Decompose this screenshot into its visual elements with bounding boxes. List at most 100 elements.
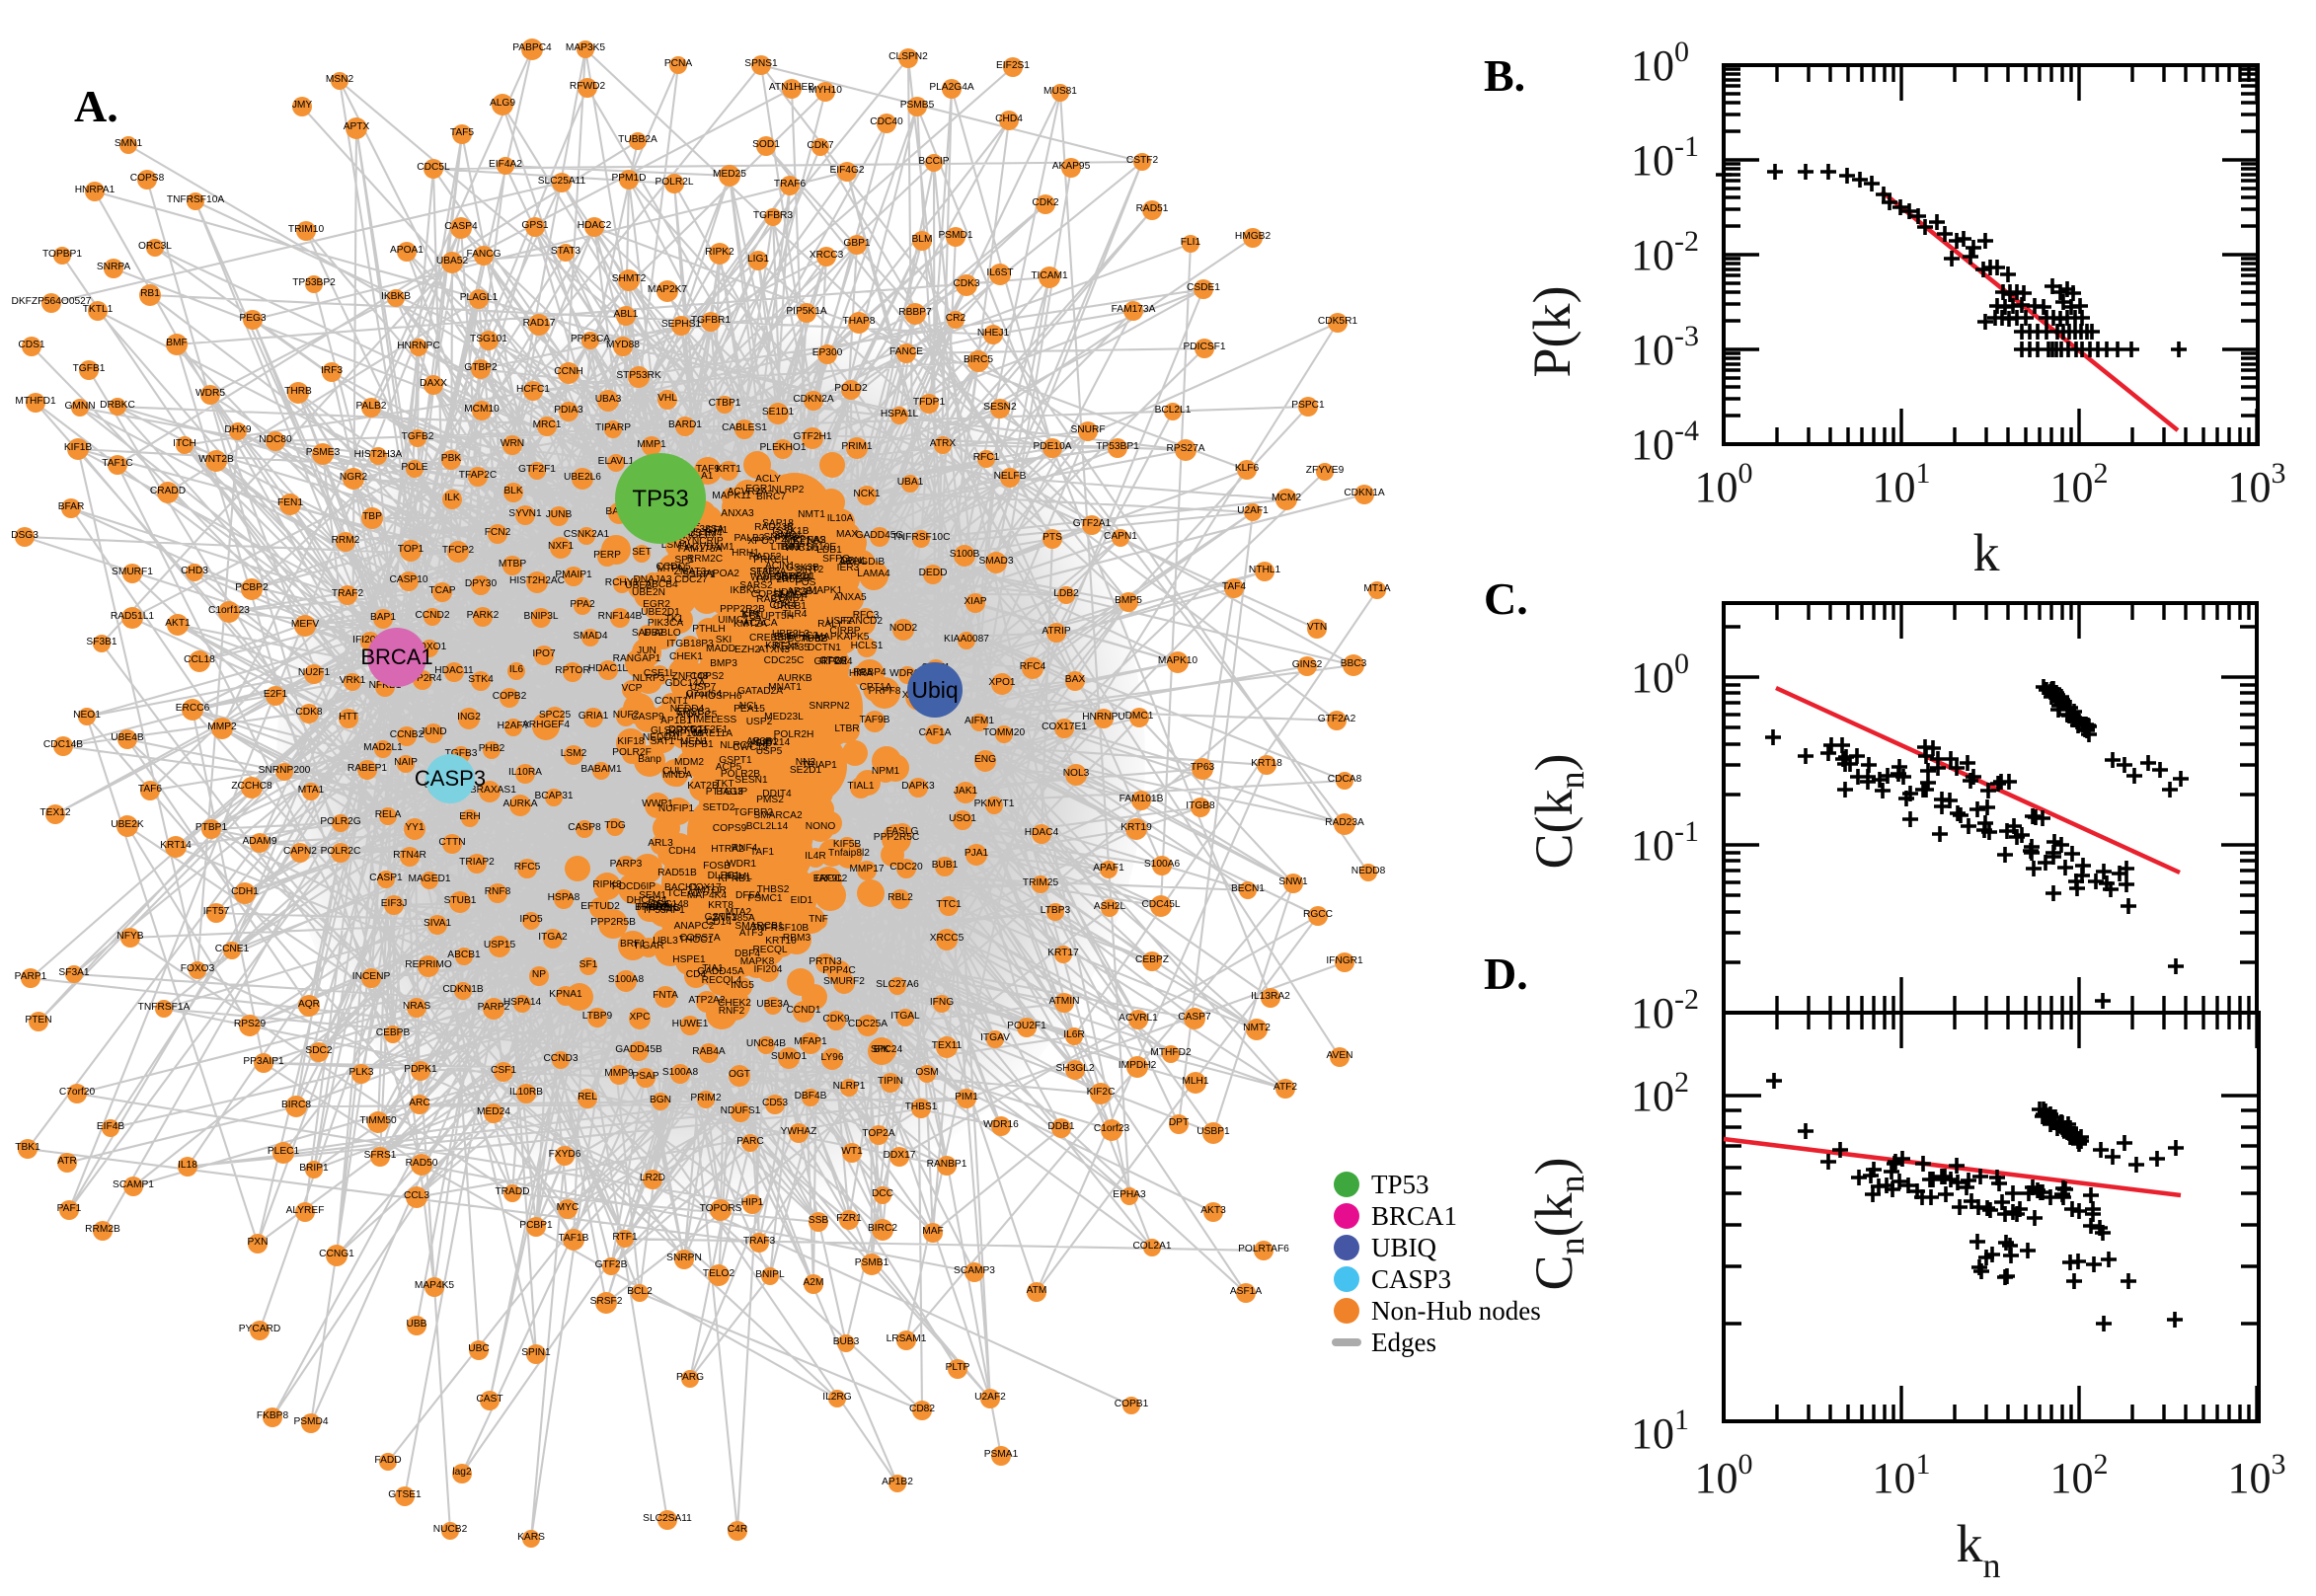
svg-text:UBE3A: UBE3A [756,999,790,1010]
svg-text:IPO7: IPO7 [532,648,556,659]
svg-text:BIRC5: BIRC5 [964,354,993,365]
svg-text:RECQL4: RECQL4 [702,975,742,986]
svg-text:HSPB1: HSPB1 [680,739,714,750]
svg-text:MTHFD2: MTHFD2 [1150,1047,1192,1058]
svg-text:PLEKHO1: PLEKHO1 [760,442,807,453]
svg-text:UIMC1: UIMC1 [718,615,749,626]
svg-text:NEDD4: NEDD4 [670,704,705,715]
svg-text:RAB4A: RAB4A [692,1046,726,1057]
svg-text:DHCR24: DHCR24 [627,895,667,906]
svg-text:ELAVL1: ELAVL1 [598,456,635,467]
svg-text:TP53: TP53 [1371,1170,1429,1199]
svg-text:BLK: BLK [503,486,522,496]
svg-text:DBF4: DBF4 [734,949,760,959]
svg-text:CCL18: CCL18 [184,654,215,665]
svg-text:TGFBR3: TGFBR3 [753,210,794,221]
svg-text:ZNF38SA: ZNF38SA [680,524,725,535]
svg-text:IL10RB: IL10RB [509,1087,543,1098]
svg-text:CCND2: CCND2 [415,610,449,621]
svg-text:PRKCH: PRKCH [753,555,789,566]
svg-text:GTF2A1: GTF2A1 [1073,518,1112,529]
svg-text:SSRP1: SSRP1 [682,570,716,580]
svg-text:OGT: OGT [729,1069,750,1080]
svg-text:BACH1: BACH1 [664,882,698,893]
svg-text:MED25: MED25 [713,169,746,180]
svg-text:GTF2F1: GTF2F1 [518,464,556,475]
svg-text:ITGB8: ITGB8 [1186,800,1215,811]
svg-text:RFC4: RFC4 [1020,661,1046,672]
svg-text:SLC2SA11: SLC2SA11 [643,1513,692,1524]
svg-text:PMAIP1: PMAIP1 [555,570,592,580]
svg-text:MMP9: MMP9 [604,1068,634,1079]
svg-text:ARHGEF7: ARHGEF7 [669,530,717,541]
svg-text:CDKN1A: CDKN1A [1344,488,1385,498]
svg-text:PALB2: PALB2 [356,401,387,412]
svg-text:PBK: PBK [441,453,462,464]
svg-text:TGFBR1: TGFBR1 [691,315,732,326]
svg-text:PTHLH: PTHLH [692,624,725,635]
svg-text:PSMD1: PSMD1 [938,230,972,241]
svg-text:C1orf23: C1orf23 [1094,1123,1130,1134]
svg-text:WDR16: WDR16 [983,1119,1019,1130]
svg-text:NP: NP [532,969,546,980]
svg-text:RAB1A: RAB1A [756,594,790,605]
svg-text:GSK3B: GSK3B [786,563,819,573]
svg-text:NUCB2: NUCB2 [433,1524,468,1535]
svg-text:KPNB1: KPNB1 [718,874,751,884]
svg-text:CDC45L: CDC45L [1141,899,1180,910]
svg-text:FXYD6: FXYD6 [549,1149,581,1160]
svg-text:MAPKAPK5: MAPKAPK5 [815,632,870,643]
svg-text:BAP1: BAP1 [370,612,396,623]
svg-text:CABLES1: CABLES1 [722,422,767,433]
svg-text:TNFRSF10B: TNFRSF10B [751,923,810,934]
svg-text:SNRPA: SNRPA [97,262,131,272]
svg-text:IL6: IL6 [509,664,523,675]
svg-text:ZNF148: ZNF148 [672,671,709,682]
svg-text:TSSK1B: TSSK1B [770,526,809,537]
svg-text:COL2A1: COL2A1 [1132,1241,1171,1252]
svg-text:LR2D: LR2D [640,1173,665,1183]
svg-text:SAT1: SAT1 [651,736,675,747]
svg-text:SFRS1: SFRS1 [364,1150,397,1161]
svg-text:ZNF385A: ZNF385A [712,913,755,924]
svg-text:TRAF2: TRAF2 [332,588,364,599]
svg-text:IPO5: IPO5 [519,914,543,925]
svg-text:Edges: Edges [1371,1328,1436,1357]
svg-text:DEDD: DEDD [919,568,948,578]
svg-text:S100B: S100B [950,549,980,560]
svg-text:HCFC1: HCFC1 [516,384,550,395]
svg-text:DSG3: DSG3 [11,530,39,541]
svg-text:A2M: A2M [804,1277,824,1288]
svg-text:VHL: VHL [657,393,677,404]
svg-text:PARK2: PARK2 [467,610,500,621]
svg-text:C4R: C4R [728,1524,747,1535]
svg-text:UBL3: UBL3 [653,936,678,947]
svg-text:HSPA1L: HSPA1L [881,409,919,419]
svg-text:DFFA: DFFA [735,890,761,901]
svg-text:Cn(kn): Cn(kn) [1524,1158,1591,1291]
svg-text:CAST: CAST [476,1394,502,1405]
svg-text:KIF2C: KIF2C [1087,1087,1116,1098]
svg-text:XIAP: XIAP [964,596,986,607]
svg-text:AKT3: AKT3 [1200,1205,1226,1216]
svg-text:FOSB: FOSB [703,861,731,872]
svg-text:WWP2: WWP2 [750,572,782,583]
svg-text:POLD2: POLD2 [834,383,868,394]
svg-text:FAM101B: FAM101B [1119,794,1164,804]
svg-text:TIAL1: TIAL1 [847,781,875,792]
svg-text:ING2: ING2 [457,712,481,722]
svg-text:TAF9B: TAF9B [860,715,890,725]
svg-text:C.: C. [1484,573,1528,624]
svg-text:RANGAP1: RANGAP1 [613,653,661,664]
svg-text:CASP4: CASP4 [444,221,478,232]
svg-text:CDC25A: CDC25A [848,1019,888,1029]
svg-text:IFT57: IFT57 [203,906,230,917]
svg-text:NCL: NCL [739,701,760,712]
svg-text:TOPORS: TOPORS [700,1203,742,1214]
svg-text:TAF4: TAF4 [1222,581,1246,592]
svg-text:DPT: DPT [1169,1117,1189,1128]
svg-text:SDC2: SDC2 [305,1045,333,1056]
svg-text:GFI1B: GFI1B [781,573,811,584]
svg-text:NUF2: NUF2 [613,710,640,721]
svg-text:RAD51: RAD51 [1136,203,1169,214]
